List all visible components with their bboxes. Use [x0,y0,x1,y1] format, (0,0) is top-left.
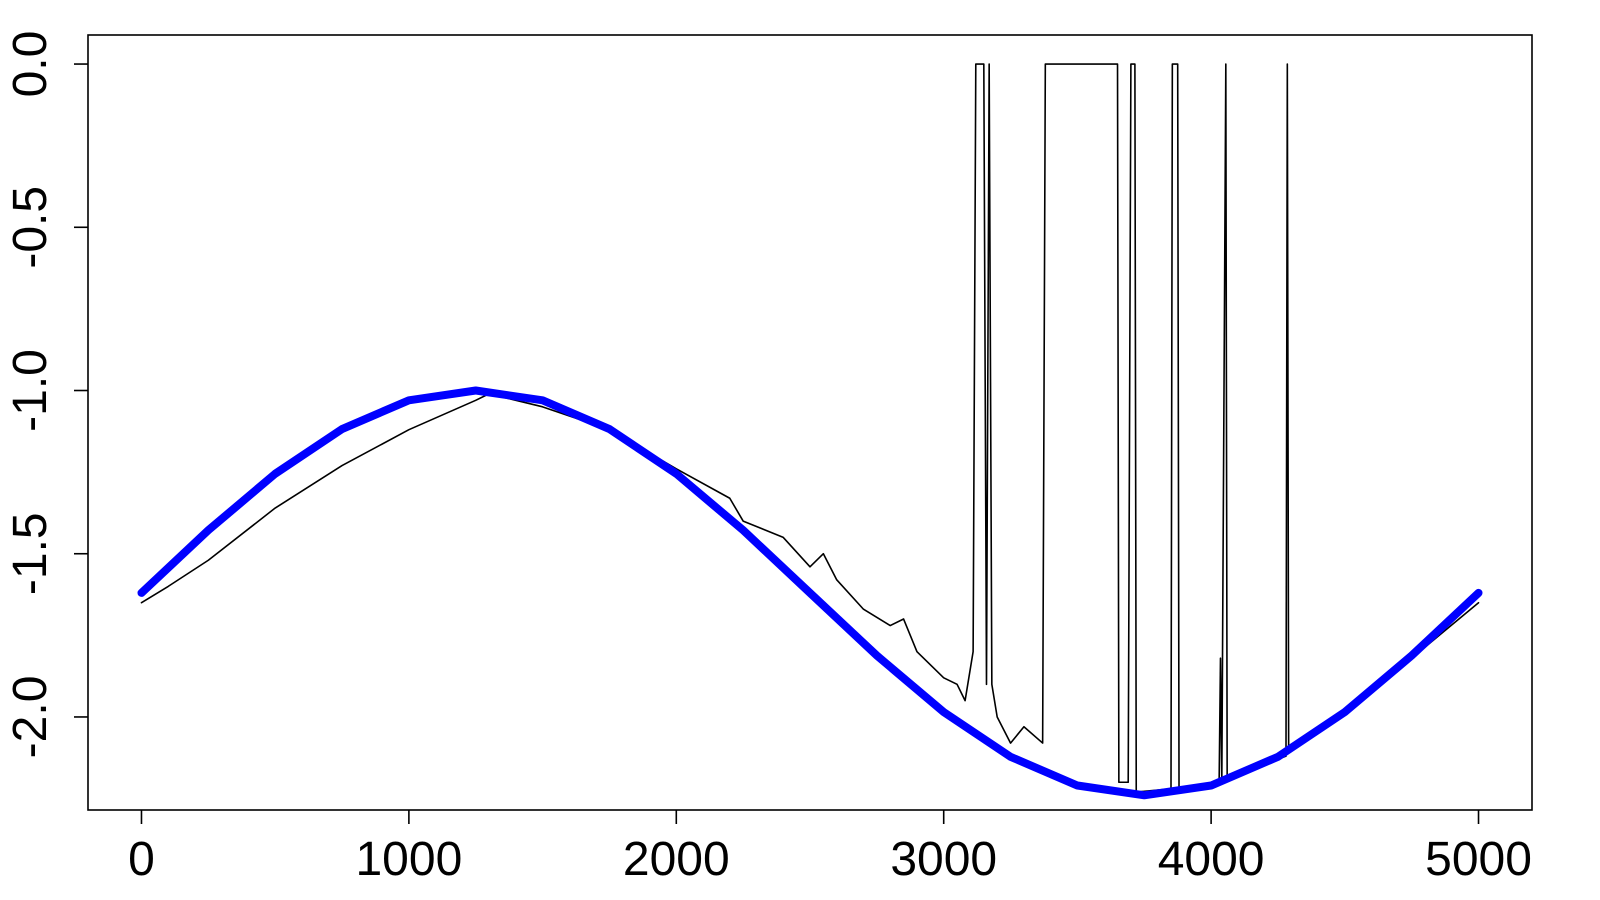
x-tick-label: 0 [128,833,155,886]
y-tick-label: 0.0 [4,31,57,98]
x-tick-label: 3000 [890,833,997,886]
y-tick-label: -0.5 [4,186,57,269]
y-tick-label: -1.0 [4,349,57,432]
y-tick-label: -1.5 [4,512,57,595]
x-tick-label: 2000 [623,833,730,886]
plot-frame [87,34,1533,811]
x-tick-label: 5000 [1425,833,1532,886]
data-line [137,386,1483,800]
x-tick-label: 1000 [355,833,462,886]
y-tick-label: -2.0 [4,676,57,759]
x-tick-label: 4000 [1158,833,1265,886]
